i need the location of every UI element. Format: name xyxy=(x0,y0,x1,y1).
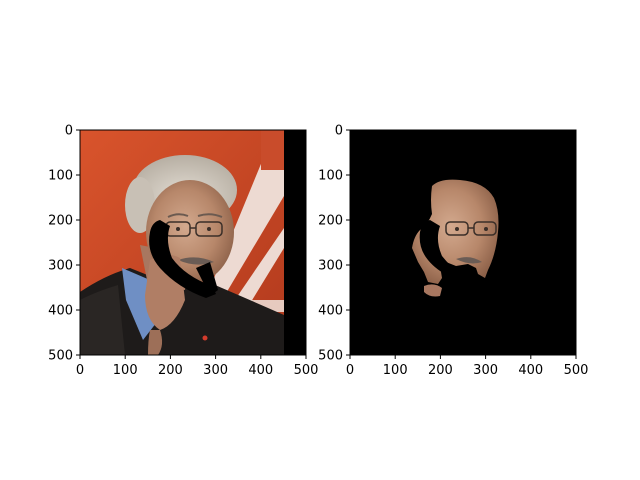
left-x-tick-label: 500 xyxy=(294,363,319,378)
right-x-tick-label: 300 xyxy=(473,363,498,378)
left-axes-frame xyxy=(79,129,307,356)
right-y-tick-label: 400 xyxy=(318,304,343,319)
right-x-tick-label: 100 xyxy=(383,363,408,378)
right-y-tick-label: 300 xyxy=(318,259,343,274)
left-y-tick-label: 500 xyxy=(48,349,73,364)
left-y-tick-label: 300 xyxy=(48,259,73,274)
right-x-tick-label: 0 xyxy=(346,363,354,378)
left-x-tick-label: 200 xyxy=(158,363,183,378)
left-x-tick-label: 400 xyxy=(248,363,273,378)
right-x-tick-label: 500 xyxy=(564,363,589,378)
right-x-tick-label: 400 xyxy=(518,363,543,378)
left-y-tick-label: 0 xyxy=(65,124,73,139)
right-x-tick-label: 200 xyxy=(428,363,453,378)
right-axes-frame xyxy=(349,129,577,356)
left-x-tick-label: 100 xyxy=(113,363,138,378)
left-y-tick-label: 400 xyxy=(48,304,73,319)
left-photo xyxy=(80,130,306,355)
right-y-tick-label: 100 xyxy=(318,169,343,184)
left-x-tick-label: 0 xyxy=(76,363,84,378)
right-y-tick-label: 200 xyxy=(318,214,343,229)
right-y-tick-label: 500 xyxy=(318,349,343,364)
right-y-tick-label: 0 xyxy=(335,124,343,139)
left-y-tick-label: 200 xyxy=(48,214,73,229)
padding-strip xyxy=(284,130,306,355)
left-y-tick-label: 100 xyxy=(48,169,73,184)
right-mask-image xyxy=(350,130,576,355)
left-x-tick-label: 300 xyxy=(203,363,228,378)
